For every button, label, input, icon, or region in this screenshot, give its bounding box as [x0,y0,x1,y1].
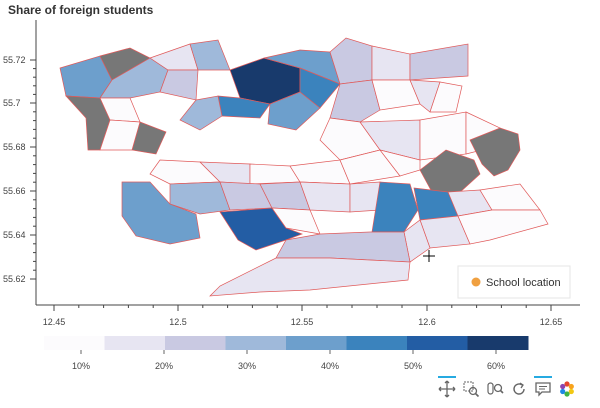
x-tick-label: 12.65 [540,317,563,327]
toolbar [438,376,576,402]
colorbar-segment [44,336,105,350]
district[interactable] [457,209,549,245]
x-tick-label: 12.55 [291,317,314,327]
colorbar-segment [104,336,166,350]
bokeh-logo-icon[interactable] [558,380,576,398]
map-title: Share of foreign students [8,3,154,17]
colorbar-label: 50% [404,361,422,371]
district[interactable] [429,81,463,113]
colorbar-segment [346,336,408,350]
district[interactable] [371,45,411,81]
hover-icon[interactable] [534,376,552,398]
wheel-zoom-icon[interactable] [486,380,504,398]
colorbar-segment [407,336,468,350]
district[interactable] [409,43,469,81]
school-location-marker [471,277,481,287]
x-tick-label: 12.6 [418,317,436,327]
district[interactable] [99,119,141,151]
box-zoom-icon[interactable] [462,380,480,398]
colorbar-label: 10% [72,361,90,371]
y-tick-label: 55.72 [3,55,26,65]
y-tick-label: 55.7 [3,98,21,108]
x-tick-label: 12.45 [43,317,66,327]
district[interactable] [349,181,381,213]
y-tick-label: 55.66 [3,186,26,196]
colorbar-label: 40% [321,361,339,371]
colorbar-segment [225,336,287,350]
district[interactable] [289,159,351,185]
district[interactable] [121,181,201,245]
y-tick-label: 55.68 [3,142,26,152]
legend-label: School location [486,277,561,289]
colorbar-segment [467,336,529,350]
district[interactable] [379,149,421,177]
y-tick-label: 55.62 [3,274,26,284]
reset-icon[interactable] [510,380,528,398]
colorbar-label: 20% [155,361,173,371]
colorbar [44,336,529,350]
colorbar-label: 60% [487,361,505,371]
district-polygons[interactable] [59,37,549,297]
colorbar-labels: 10% 20% 30% 40% 50% 60% [72,350,505,371]
district[interactable] [469,127,521,177]
colorbar-segment [286,336,347,350]
colorbar-label: 30% [238,361,256,371]
x-tick-label: 12.5 [169,317,187,327]
district[interactable] [169,181,231,215]
district[interactable] [329,79,381,123]
pan-icon[interactable] [438,376,456,398]
district[interactable] [371,181,419,233]
y-tick-label: 55.64 [3,230,26,240]
district[interactable] [179,95,223,131]
colorbar-segment [165,336,226,350]
district[interactable] [209,257,411,297]
district[interactable] [267,91,321,131]
crosshair-cursor [423,250,435,262]
